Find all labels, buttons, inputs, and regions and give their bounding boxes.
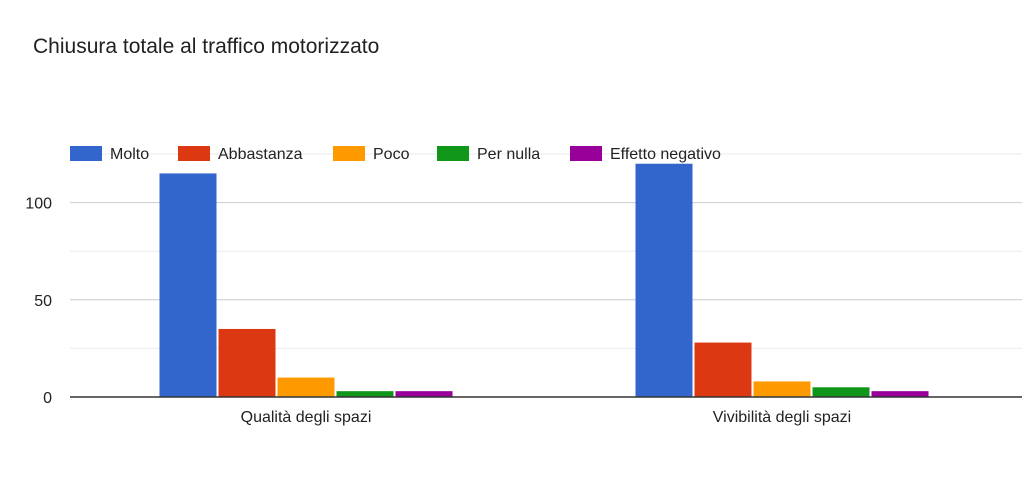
bar-poco [753, 381, 811, 397]
x-tick-label: Qualità degli spazi [241, 409, 372, 426]
legend-label: Abbastanza [218, 146, 303, 163]
legend-swatch [333, 146, 365, 161]
bar-molto [635, 163, 693, 397]
bar-abbastanza [694, 342, 752, 397]
legend-swatch [70, 146, 102, 161]
legend-swatch [178, 146, 210, 161]
y-tick-label: 100 [25, 196, 52, 213]
legend-label: Per nulla [477, 146, 540, 163]
y-tick-label: 50 [34, 293, 52, 310]
legend-swatch [570, 146, 602, 161]
bar-per-nulla [812, 387, 870, 397]
legend-label: Effetto negativo [610, 146, 721, 163]
bar-per-nulla [336, 391, 394, 397]
legend-swatch [437, 146, 469, 161]
bar-poco [277, 377, 335, 397]
x-tick-label: Vivibilità degli spazi [713, 409, 851, 426]
legend-label: Molto [110, 146, 149, 163]
legend-label: Poco [373, 146, 410, 163]
y-tick-label: 0 [43, 390, 52, 407]
bar-molto [159, 173, 217, 397]
chart-title: Chiusura totale al traffico motorizzato [33, 35, 380, 58]
bar-effetto-negativo [871, 391, 929, 397]
bar-effetto-negativo [395, 391, 453, 397]
bar-abbastanza [218, 328, 276, 397]
